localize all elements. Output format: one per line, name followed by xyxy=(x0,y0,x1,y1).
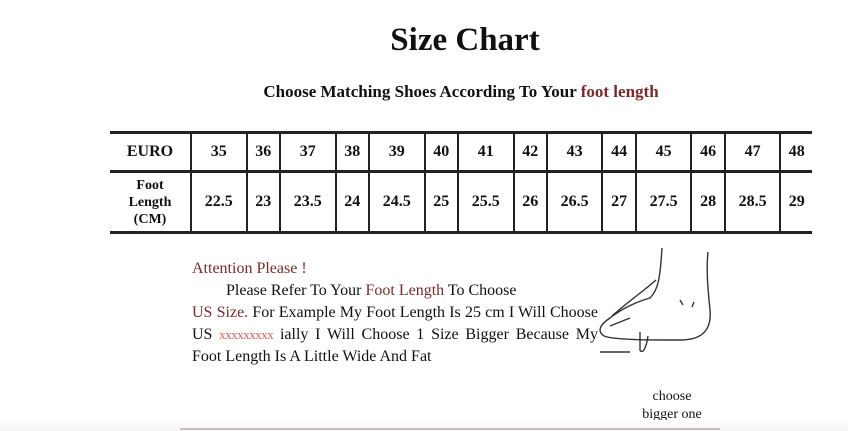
foot-length-cell: 23 xyxy=(245,171,280,233)
foot-length-cell: 28.5 xyxy=(723,171,781,233)
euro-size-cell: 37 xyxy=(278,132,336,173)
divider xyxy=(180,428,720,430)
foot-length-cell: 24 xyxy=(334,171,369,233)
foot-length-cell: 25 xyxy=(423,171,458,233)
foot-length-cell: 26 xyxy=(512,171,547,233)
euro-size-cell: 36 xyxy=(245,132,280,173)
subtitle: Choose Matching Shoes According To Your … xyxy=(0,82,848,102)
bottom-fade xyxy=(0,420,848,431)
euro-size-cell: 35 xyxy=(190,132,247,173)
foot-illustration-icon xyxy=(599,247,711,353)
note-body: US Size. For Example My Foot Length Is 2… xyxy=(192,304,599,365)
foot-length-header: Foot Length (CM) xyxy=(128,177,172,227)
euro-size-cell: 46 xyxy=(690,132,725,173)
foot-length-cell: 24.5 xyxy=(367,171,425,233)
page-title: Size Chart xyxy=(390,22,540,58)
attention-heading: Attention Please ! xyxy=(192,260,307,277)
euro-size-cell: 42 xyxy=(512,132,547,173)
foot-length-cell: 25.5 xyxy=(456,171,514,233)
foot-length-cell: 27.5 xyxy=(634,171,692,233)
attention-note: Attention Please ! Please Refer To Your … xyxy=(192,258,598,368)
euro-size-cell: 45 xyxy=(634,132,692,173)
subtitle-text: Choose Matching Shoes According To Your xyxy=(263,82,581,101)
foot-length-cell: 27 xyxy=(601,171,636,233)
subtitle-highlight: foot length xyxy=(580,82,659,101)
euro-size-cell: 44 xyxy=(601,132,636,173)
foot-length-cell: 23.5 xyxy=(278,171,336,233)
note-line: Please Refer To Your Foot Length To Choo… xyxy=(226,282,517,299)
foot-length-cell: 28 xyxy=(690,171,725,233)
euro-size-cell: 48 xyxy=(779,132,812,173)
euro-size-cell: 41 xyxy=(456,132,514,173)
euro-header: EURO xyxy=(110,132,191,173)
euro-size-cell: 38 xyxy=(334,132,369,173)
size-table: EURO 35 36 37 38 39 40 41 42 43 44 45 46 47 48 Foot Len… xyxy=(110,131,812,234)
foot-length-cell: 22.5 xyxy=(190,171,247,233)
euro-row: EURO 35 36 37 38 39 40 41 42 43 44 45 46 47 48 xyxy=(110,132,812,173)
choose-bigger-caption: choose bigger one xyxy=(642,389,702,422)
euro-size-cell: 43 xyxy=(545,132,603,173)
foot-length-row: Foot Length (CM) 22.5 23 23.5 24 24.5 25 25.5 26 26… xyxy=(110,171,812,233)
foot-length-cell: 29 xyxy=(779,171,812,233)
euro-size-cell: 40 xyxy=(423,132,458,173)
euro-size-cell: 47 xyxy=(723,132,781,173)
euro-size-cell: 39 xyxy=(367,132,425,173)
foot-length-cell: 26.5 xyxy=(545,171,603,233)
